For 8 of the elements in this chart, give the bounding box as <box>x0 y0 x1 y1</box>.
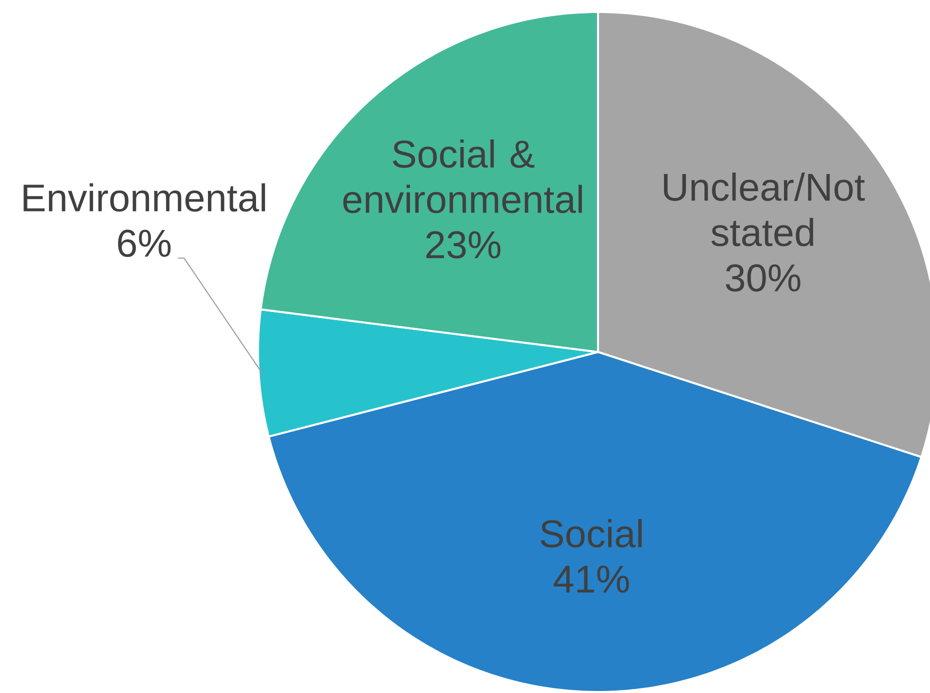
slice-label: Social & environmental <box>343 139 582 214</box>
slice-label: Social <box>540 519 642 548</box>
data-label: 30% <box>726 264 800 292</box>
data-label: 23% <box>426 231 500 259</box>
data-label: 6% <box>118 230 171 257</box>
data-label: 41% <box>554 566 629 593</box>
slice-label: Unclear/Not stated <box>664 172 865 246</box>
slice-label: Environmental <box>24 183 266 212</box>
